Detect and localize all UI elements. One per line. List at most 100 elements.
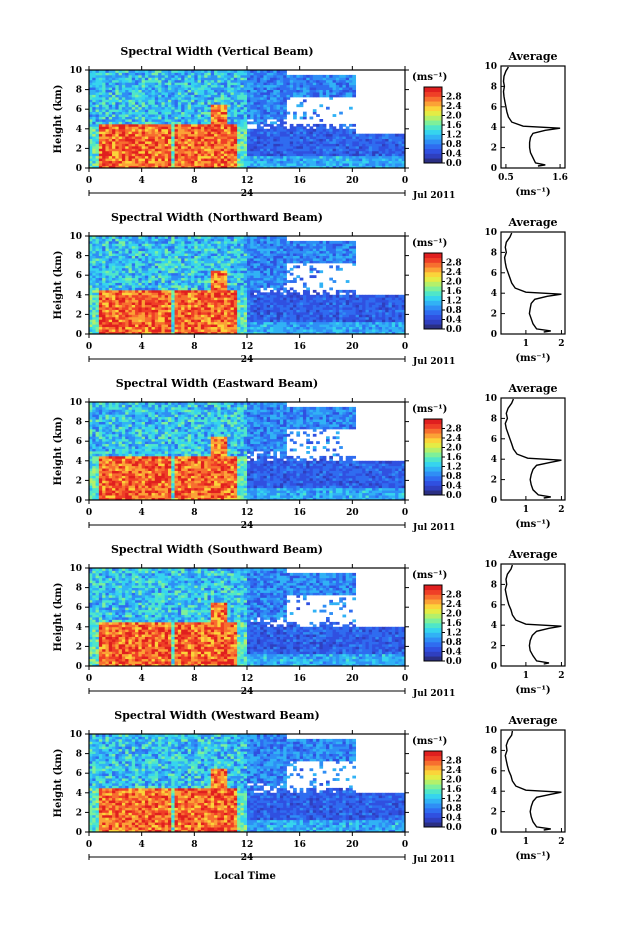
heatmap-cell	[145, 102, 149, 105]
heatmap-cell	[96, 319, 100, 322]
heatmap-cell	[178, 92, 182, 95]
heatmap-cell	[99, 90, 103, 93]
heatmap-cell	[122, 161, 126, 164]
heatmap-cell	[287, 90, 291, 93]
heatmap-cell	[313, 87, 317, 90]
heatmap-cell	[392, 144, 396, 147]
heatmap-cell	[204, 256, 208, 259]
heatmap-cell	[161, 300, 165, 303]
heatmap-cell	[155, 82, 159, 85]
heatmap-cell	[313, 80, 317, 83]
heatmap-cell	[204, 99, 208, 102]
heatmap-cell	[208, 319, 212, 322]
heatmap-cell	[221, 261, 225, 264]
heatmap-cell	[319, 141, 323, 144]
heatmap-cell	[119, 75, 123, 78]
heatmap-cell	[395, 146, 399, 149]
heatmap-cell	[102, 117, 106, 120]
heatmap-cell	[194, 72, 198, 75]
heatmap-cell	[105, 72, 109, 75]
x-tick-label: 12	[241, 176, 254, 186]
heatmap-cell	[122, 270, 126, 273]
heatmap-cell	[181, 87, 185, 90]
heatmap-cell	[257, 75, 261, 78]
heatmap-cell	[244, 85, 248, 88]
heatmap-cell	[389, 134, 393, 137]
heatmap-cell	[184, 92, 188, 95]
heatmap-cell	[92, 280, 96, 283]
heatmap-cell	[99, 297, 103, 300]
heatmap-cell	[267, 85, 271, 88]
heatmap-cell	[92, 238, 96, 241]
heatmap-cell	[221, 302, 225, 305]
heatmap-cell	[152, 285, 156, 288]
heatmap-cell	[352, 156, 356, 159]
heatmap-cell	[280, 102, 284, 105]
heatmap-cell	[155, 241, 159, 244]
heatmap-cell	[132, 112, 136, 115]
heatmap-cell	[152, 124, 156, 127]
heatmap-cell	[263, 144, 267, 147]
heatmap-cell	[181, 72, 185, 75]
heatmap-cell	[92, 290, 96, 293]
heatmap-cell	[112, 283, 116, 286]
heatmap-cell	[132, 295, 136, 298]
heatmap-cell	[175, 246, 179, 249]
heatmap-cell	[214, 109, 218, 112]
heatmap-cells	[89, 236, 405, 334]
heatmap-cell	[198, 243, 202, 246]
heatmap-cell	[382, 141, 386, 144]
heatmap-cell	[92, 263, 96, 266]
heatmap-cell	[161, 248, 165, 251]
heatmap-cell	[303, 131, 307, 134]
heatmap-cell	[92, 307, 96, 310]
heatmap-cell	[129, 268, 133, 271]
heatmap-cell	[119, 95, 123, 98]
heatmap-cell	[201, 124, 205, 127]
heatmap-cell	[152, 312, 156, 315]
heatmap-cell	[198, 263, 202, 266]
heatmap-cell	[168, 107, 172, 110]
heatmap-cell	[165, 80, 169, 83]
heatmap-cell	[254, 156, 258, 159]
heatmap-cell	[283, 151, 287, 154]
heatmap-cell	[109, 278, 113, 281]
heatmap-cell	[204, 134, 208, 137]
heatmap-cell	[178, 112, 182, 115]
heatmap-cell	[237, 136, 241, 139]
heatmap-cell	[201, 324, 205, 327]
heatmap-cell	[310, 151, 314, 154]
heatmap-cell	[181, 302, 185, 305]
heatmap-cell	[366, 158, 370, 161]
heatmap-cell	[227, 314, 231, 317]
heatmap-cell	[145, 153, 149, 156]
heatmap-cell	[204, 109, 208, 112]
heatmap-cell	[92, 109, 96, 112]
heatmap-cell	[349, 156, 353, 159]
heatmap-cell	[148, 317, 152, 320]
heatmap-cell	[99, 163, 103, 166]
heatmap-cell	[224, 163, 228, 166]
heatmap-cell	[336, 141, 340, 144]
heatmap-cell	[115, 131, 119, 134]
heatmap-cell	[389, 161, 393, 164]
heatmap-cell	[326, 95, 330, 98]
heatmap-cell	[244, 129, 248, 132]
heatmap-cell	[129, 90, 133, 93]
heatmap-cell	[323, 131, 327, 134]
heatmap-cell	[237, 95, 241, 98]
heatmap-cell	[155, 307, 159, 310]
heatmap-cell	[181, 300, 185, 303]
heatmap-cell	[165, 153, 169, 156]
heatmap-cell	[158, 278, 162, 281]
heatmap-cell	[171, 322, 175, 325]
heatmap-cell	[208, 117, 212, 120]
heatmap-cell	[184, 312, 188, 315]
heatmap-cell	[92, 278, 96, 281]
heatmap-cell	[188, 312, 192, 315]
heatmap-cell	[181, 114, 185, 117]
heatmap-cell	[119, 295, 123, 298]
heatmap-cell	[313, 156, 317, 159]
heatmap-cell	[214, 263, 218, 266]
heatmap-cell	[194, 151, 198, 154]
